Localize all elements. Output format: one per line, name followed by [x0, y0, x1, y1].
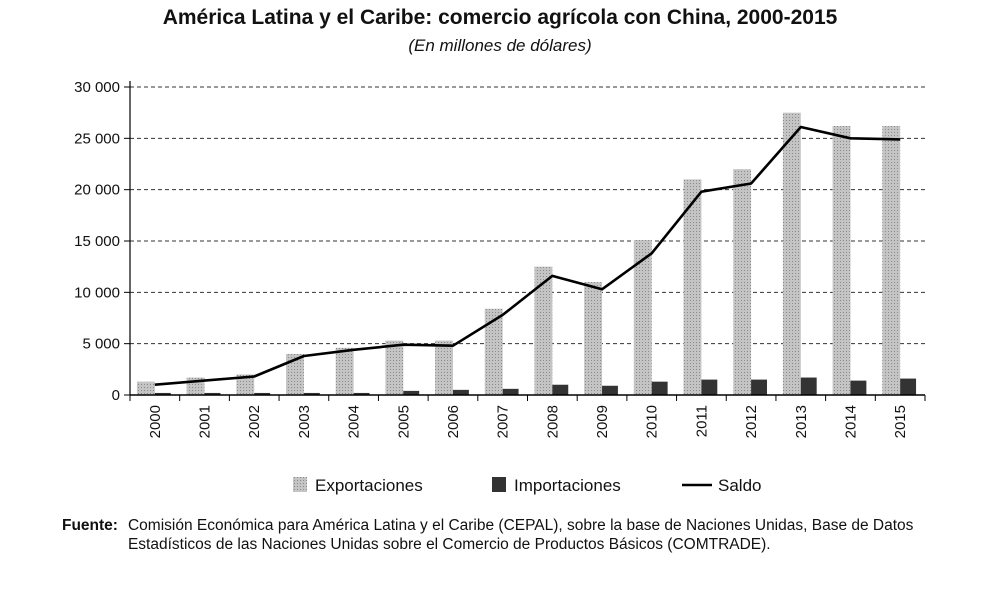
x-tick-label: 2015 [892, 405, 909, 438]
x-tick-label: 2007 [495, 405, 512, 438]
import-bar [154, 392, 171, 395]
x-tick-label: 2001 [197, 405, 214, 438]
import-bar [403, 390, 420, 395]
import-bar [303, 392, 320, 395]
export-bar [385, 340, 404, 395]
export-bar [882, 126, 901, 395]
export-bar [733, 169, 752, 395]
import-bar [602, 385, 618, 395]
import-bar [900, 378, 917, 395]
x-tick-label: 2003 [296, 405, 313, 438]
x-tick-label: 2005 [395, 405, 412, 438]
import-bar [353, 392, 370, 395]
x-tick-label: 2013 [793, 405, 810, 438]
y-tick-label: 30 000 [74, 79, 120, 96]
y-tick-label: 10 000 [74, 284, 120, 301]
export-bar [832, 126, 851, 395]
source-label: Fuente: [62, 517, 118, 534]
export-bar [584, 282, 603, 395]
chart-title: América Latina y el Caribe: comercio agr… [162, 6, 838, 29]
import-bar [204, 392, 221, 395]
legend-label: Importaciones [514, 476, 621, 495]
export-bar [286, 353, 304, 395]
y-tick-label: 0 [112, 387, 120, 404]
export-bar [236, 374, 255, 395]
y-tick-label: 25 000 [74, 130, 120, 147]
import-bar [850, 380, 867, 395]
import-bar [800, 377, 817, 395]
export-bar [335, 347, 354, 395]
x-tick-label: 2004 [346, 405, 363, 438]
source-note: Fuente: Comisión Económica para América … [62, 516, 942, 554]
export-bar [782, 112, 801, 396]
import-bar [502, 388, 519, 395]
export-bar [136, 381, 155, 395]
balance-line [154, 125, 901, 386]
legend-label: Saldo [718, 476, 761, 495]
import-bar [751, 379, 767, 395]
export-bar [683, 179, 702, 395]
x-tick-label: 2000 [147, 405, 164, 438]
export-bar [633, 239, 652, 395]
x-tick-label: 2011 [693, 405, 710, 437]
y-tick-label: 5 000 [82, 336, 120, 353]
export-bar [435, 340, 453, 395]
x-tick-label: 2010 [644, 405, 661, 438]
y-tick-label: 15 000 [74, 233, 120, 250]
legend-swatch-imports [492, 477, 506, 492]
import-bar [651, 381, 668, 395]
x-tick-label: 2002 [246, 405, 263, 438]
x-tick-label: 2012 [743, 405, 760, 438]
import-bar [552, 384, 569, 395]
export-bar [534, 266, 553, 395]
chart-subtitle: (En millones de dólares) [408, 36, 592, 55]
source-text: Comisión Económica para América Latina y… [127, 517, 914, 553]
import-bar [254, 392, 271, 395]
import-bar [701, 379, 718, 395]
x-tick-label: 2014 [842, 405, 859, 438]
x-tick-label: 2006 [445, 405, 462, 438]
import-bar [452, 389, 469, 395]
legend-swatch-exports [293, 477, 307, 492]
export-bar [484, 308, 503, 395]
legend-label: Exportaciones [315, 476, 423, 495]
x-tick-label: 2009 [594, 405, 611, 438]
x-tick-label: 2008 [544, 405, 561, 438]
y-tick-label: 20 000 [74, 182, 120, 199]
